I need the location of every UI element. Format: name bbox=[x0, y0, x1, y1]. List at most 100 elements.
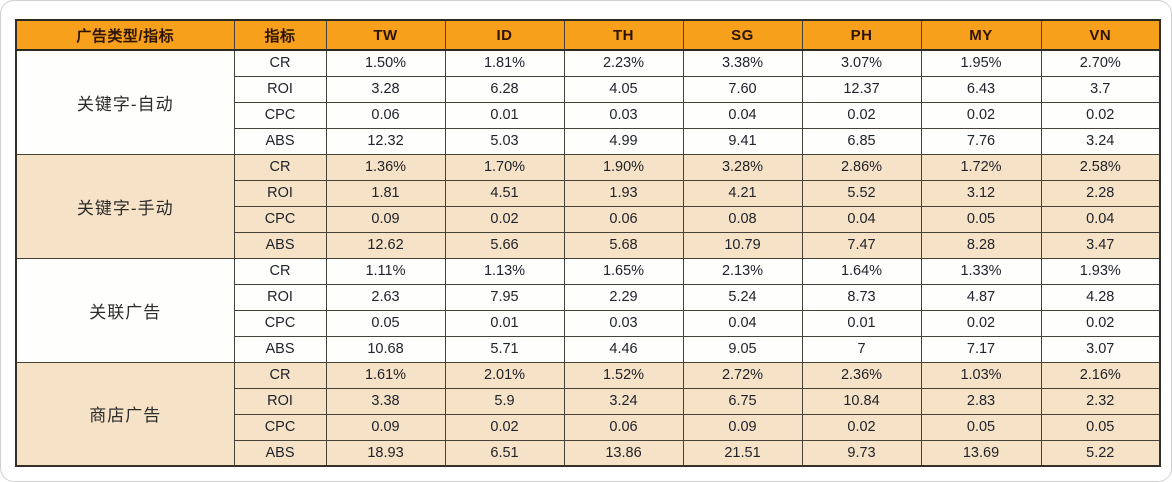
data-cell: 4.05 bbox=[563, 75, 684, 103]
data-cell: 5.24 bbox=[682, 283, 803, 311]
data-cell: 0.02 bbox=[801, 101, 922, 129]
data-cell: 3.7 bbox=[1040, 75, 1161, 103]
data-cell: 0.09 bbox=[325, 205, 446, 233]
data-cell: 6.28 bbox=[444, 75, 565, 103]
column-header-my: MY bbox=[920, 19, 1042, 51]
metric-label: ABS bbox=[233, 439, 327, 467]
data-cell: 0.02 bbox=[1040, 101, 1161, 129]
data-cell: 5.9 bbox=[444, 387, 565, 415]
data-cell: 1.33% bbox=[920, 257, 1042, 285]
data-cell: 1.72% bbox=[920, 153, 1042, 181]
data-cell: 10.84 bbox=[801, 387, 922, 415]
data-cell: 1.95% bbox=[920, 49, 1042, 77]
table-row: ABS 12.32 5.03 4.99 9.41 6.85 7.76 3.24 bbox=[16, 127, 1161, 155]
data-cell: 0.02 bbox=[801, 413, 922, 441]
data-cell: 2.01% bbox=[444, 361, 565, 389]
data-cell: 10.68 bbox=[325, 335, 446, 363]
data-cell: 4.87 bbox=[920, 283, 1042, 311]
group-label: 关键字-手动 bbox=[15, 153, 235, 259]
data-cell: 3.38 bbox=[325, 387, 446, 415]
data-cell: 4.21 bbox=[682, 179, 803, 207]
data-cell: 5.71 bbox=[444, 335, 565, 363]
data-cell: 3.24 bbox=[563, 387, 684, 415]
data-cell: 0.01 bbox=[444, 101, 565, 129]
data-cell: 3.24 bbox=[1040, 127, 1161, 155]
data-cell: 18.93 bbox=[325, 439, 446, 467]
data-cell: 0.03 bbox=[563, 309, 684, 337]
column-header-vn: VN bbox=[1040, 19, 1161, 51]
data-cell: 1.93% bbox=[1040, 257, 1161, 285]
table-row: ROI 1.81 4.51 1.93 4.21 5.52 3.12 2.28 bbox=[16, 179, 1161, 207]
data-cell: 2.36% bbox=[801, 361, 922, 389]
data-cell: 2.23% bbox=[563, 49, 684, 77]
metric-label: ABS bbox=[233, 127, 327, 155]
data-cell: 9.05 bbox=[682, 335, 803, 363]
data-cell: 7.76 bbox=[920, 127, 1042, 155]
data-cell: 1.13% bbox=[444, 257, 565, 285]
data-cell: 1.64% bbox=[801, 257, 922, 285]
metric-label: CPC bbox=[233, 309, 327, 337]
metric-label: CPC bbox=[233, 101, 327, 129]
data-cell: 0.05 bbox=[920, 413, 1042, 441]
data-cell: 13.69 bbox=[920, 439, 1042, 467]
table-row: CPC 0.09 0.02 0.06 0.09 0.02 0.05 0.05 bbox=[16, 413, 1161, 441]
data-cell: 2.70% bbox=[1040, 49, 1161, 77]
metric-label: CR bbox=[233, 257, 327, 285]
column-header-id: ID bbox=[444, 19, 565, 51]
data-cell: 2.29 bbox=[563, 283, 684, 311]
column-header-ad-type: 广告类型/指标 bbox=[15, 19, 235, 51]
metric-label: CPC bbox=[233, 205, 327, 233]
data-cell: 3.28 bbox=[325, 75, 446, 103]
data-cell: 5.66 bbox=[444, 231, 565, 259]
table-row: ROI 3.38 5.9 3.24 6.75 10.84 2.83 2.32 bbox=[16, 387, 1161, 415]
data-cell: 12.62 bbox=[325, 231, 446, 259]
table-row: ROI 3.28 6.28 4.05 7.60 12.37 6.43 3.7 bbox=[16, 75, 1161, 103]
column-header-sg: SG bbox=[682, 19, 803, 51]
table-row: CPC 0.06 0.01 0.03 0.04 0.02 0.02 0.02 bbox=[16, 101, 1161, 129]
data-cell: 1.81 bbox=[325, 179, 446, 207]
data-cell: 2.63 bbox=[325, 283, 446, 311]
data-cell: 6.51 bbox=[444, 439, 565, 467]
metric-label: CR bbox=[233, 49, 327, 77]
data-cell: 3.07 bbox=[1040, 335, 1161, 363]
metric-label: ROI bbox=[233, 283, 327, 311]
data-cell: 1.90% bbox=[563, 153, 684, 181]
metric-label: ABS bbox=[233, 231, 327, 259]
data-cell: 12.32 bbox=[325, 127, 446, 155]
table-row: 商店广告 CR 1.61% 2.01% 1.52% 2.72% 2.36% 1.03% 2.16… bbox=[15, 361, 1161, 467]
data-cell: 2.86% bbox=[801, 153, 922, 181]
data-cell: 2.16% bbox=[1040, 361, 1161, 389]
data-cell: 13.86 bbox=[563, 439, 684, 467]
metric-label: CR bbox=[233, 153, 327, 181]
metric-label: ROI bbox=[233, 179, 327, 207]
data-cell: 7.60 bbox=[682, 75, 803, 103]
table-row: 关键字-手动 CR 1.36% 1.70% 1.90% 3.28% 2.86% 1.72% 2.… bbox=[15, 153, 1161, 259]
group-label: 商店广告 bbox=[15, 361, 235, 467]
data-cell: 0.09 bbox=[325, 413, 446, 441]
data-cell: 7.17 bbox=[920, 335, 1042, 363]
table-body: 关键字-自动 CR 1.50% 1.81% 2.23% 3.38% 3.07% 1.95% 2.… bbox=[15, 49, 1161, 467]
data-cell: 3.28% bbox=[682, 153, 803, 181]
table-row: ABS 10.68 5.71 4.46 9.05 7 7.17 3.07 bbox=[16, 335, 1161, 363]
data-cell: 0.05 bbox=[1040, 413, 1161, 441]
data-cell: 5.52 bbox=[801, 179, 922, 207]
data-cell: 3.12 bbox=[920, 179, 1042, 207]
data-cell: 1.03% bbox=[920, 361, 1042, 389]
data-cell: 4.46 bbox=[563, 335, 684, 363]
data-cell: 1.70% bbox=[444, 153, 565, 181]
data-cell: 3.47 bbox=[1040, 231, 1161, 259]
data-cell: 0.01 bbox=[444, 309, 565, 337]
data-cell: 1.36% bbox=[325, 153, 446, 181]
data-cell: 1.93 bbox=[563, 179, 684, 207]
data-cell: 5.22 bbox=[1040, 439, 1161, 467]
data-cell: 7 bbox=[801, 335, 922, 363]
group-label: 关联广告 bbox=[15, 257, 235, 363]
data-cell: 0.05 bbox=[325, 309, 446, 337]
data-cell: 0.09 bbox=[682, 413, 803, 441]
data-cell: 0.06 bbox=[325, 101, 446, 129]
data-cell: 0.05 bbox=[920, 205, 1042, 233]
data-cell: 2.72% bbox=[682, 361, 803, 389]
data-cell: 5.68 bbox=[563, 231, 684, 259]
data-cell: 3.38% bbox=[682, 49, 803, 77]
